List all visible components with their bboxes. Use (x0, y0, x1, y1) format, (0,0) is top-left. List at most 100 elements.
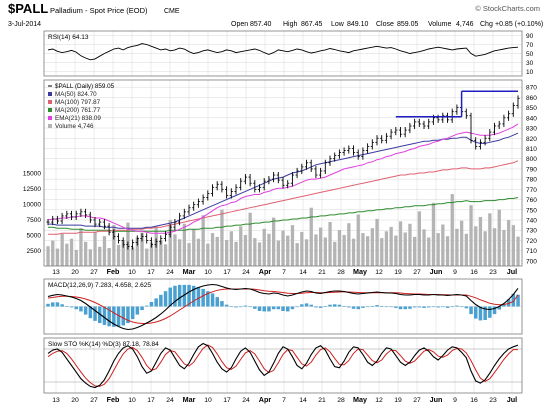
x-tick-label: Apr (259, 395, 272, 404)
x-tick-label: 16 (470, 397, 478, 404)
macd-histogram-bar (318, 306, 323, 308)
macd-histogram-bar (196, 287, 201, 307)
legend-swatch-volume (48, 124, 52, 128)
macd-histogram-bar (168, 287, 172, 307)
volume-bar (196, 238, 201, 266)
volume-bar (206, 243, 210, 266)
volume-bar (403, 232, 407, 266)
volume-bar (398, 221, 403, 266)
x-tick-label: 7 (282, 397, 286, 404)
x-tick-label: 24 (242, 269, 250, 276)
rsi-tick-label: 70 (526, 42, 534, 49)
volume-tick-label: 12500 (23, 186, 41, 193)
x-tick-label: 21 (318, 269, 326, 276)
macd-histogram-bar (417, 306, 422, 308)
volume-bar (389, 226, 393, 266)
x-tick-label: Jun (430, 395, 443, 404)
macd-line (47, 283, 519, 331)
panel-frame (43, 30, 523, 77)
price-tick-label: 810 (526, 146, 537, 153)
macd-histogram-bar (79, 306, 83, 312)
volume-bar (441, 224, 445, 266)
volume-bar (84, 241, 88, 266)
macd-histogram-bar (347, 306, 351, 308)
macd-histogram-bar (474, 306, 478, 319)
volume-bar (220, 209, 224, 266)
x-tick-label: 27 (413, 269, 421, 276)
x-tick-label: May (353, 395, 367, 404)
macd-histogram-bar (459, 306, 464, 308)
macd-histogram-bar (55, 302, 60, 307)
close-value: 859.05 (397, 21, 419, 28)
x-tick-label: 20 (71, 269, 79, 276)
macd-histogram-bar (69, 306, 74, 308)
macd-histogram-bar (337, 304, 342, 307)
volume-bar (286, 235, 290, 266)
sto-k-line (47, 342, 519, 389)
volume-bar (492, 228, 497, 266)
macd-histogram-bar (469, 306, 473, 315)
macd-histogram-bar (173, 285, 177, 307)
volume-bar (88, 249, 92, 266)
macd-histogram-bar (309, 304, 313, 307)
high-value: 867.45 (301, 21, 323, 28)
volume-tick-label: 10000 (23, 202, 41, 209)
price-tick-label: 800 (526, 156, 537, 163)
macd-histogram-bar (159, 294, 163, 307)
volume-bar (239, 226, 243, 266)
volume-value: 4,746 (456, 21, 474, 28)
volume-bar (102, 236, 107, 266)
macd-histogram-bar (506, 299, 511, 307)
macd-histogram-bar (394, 306, 398, 308)
legend-label-price: $PALL (Daily) 859.05 (55, 83, 115, 90)
price-tick-label: 760 (526, 197, 537, 204)
volume-bar (347, 223, 351, 266)
macd-histogram-bar (304, 303, 309, 307)
macd-histogram-bar (88, 306, 93, 319)
macd-histogram-bar (253, 306, 257, 309)
macd-histogram-bar (370, 306, 375, 307)
volume-bar (178, 239, 182, 266)
volume-bar (46, 246, 50, 266)
macd-histogram-bar (483, 306, 487, 320)
volume-bar (469, 205, 473, 266)
x-tick-label: 17 (147, 269, 155, 276)
volume-bar (257, 242, 262, 266)
macd-histogram-bar (497, 306, 501, 310)
sto-legend-label: Slow STO %K(14) %D(3) 87.18, 78.84 (48, 341, 159, 348)
volume-bar (408, 223, 412, 266)
volume-bar (375, 218, 379, 266)
x-tick-label: 9 (453, 397, 457, 404)
volume-bar (384, 231, 389, 266)
volume-bar (464, 233, 468, 266)
macd-histogram-bar (295, 306, 299, 308)
macd-histogram-bar (342, 306, 346, 307)
macd-histogram-bar (177, 284, 182, 307)
volume-bar (173, 234, 177, 266)
volume-bar (276, 240, 280, 266)
x-tick-label: 10 (128, 397, 136, 404)
chg-label: Chg (480, 21, 493, 28)
volume-bar (342, 235, 346, 266)
macd-histogram-bar (389, 306, 393, 308)
x-tick-label: 12 (375, 397, 383, 404)
price-tick-label: 730 (526, 228, 537, 235)
macd-histogram-bar (182, 284, 187, 307)
volume-bar (394, 235, 398, 266)
macd-histogram-bar (201, 288, 205, 307)
macd-histogram-bar (314, 306, 318, 308)
volume-bar (309, 207, 313, 266)
volume-bar (337, 230, 342, 266)
macd-histogram-bar (328, 304, 332, 307)
x-tick-label: Apr (259, 267, 272, 276)
legend-label-ma100: MA(100) 797.87 (55, 99, 101, 106)
macd-histogram-bar (445, 306, 450, 308)
macd-histogram-bar (239, 306, 243, 308)
volume-bar (112, 225, 116, 266)
volume-bar (140, 232, 144, 266)
volume-bar (304, 239, 309, 266)
volume-bar (210, 233, 215, 266)
macd-histogram-bar (234, 306, 238, 308)
x-tick-label: Feb (107, 267, 120, 276)
volume-bar (488, 213, 492, 266)
